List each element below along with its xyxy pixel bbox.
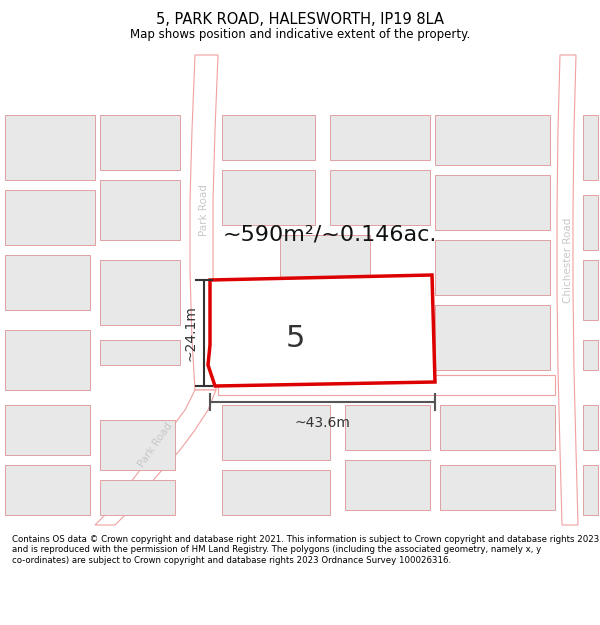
Polygon shape	[435, 175, 550, 230]
Text: Map shows position and indicative extent of the property.: Map shows position and indicative extent…	[130, 28, 470, 41]
Polygon shape	[222, 170, 315, 225]
Polygon shape	[583, 405, 598, 450]
Text: 5: 5	[286, 324, 305, 353]
Text: Contains OS data © Crown copyright and database right 2021. This information is : Contains OS data © Crown copyright and d…	[12, 535, 599, 564]
Polygon shape	[5, 115, 95, 180]
Polygon shape	[345, 460, 430, 510]
Polygon shape	[440, 405, 555, 450]
Text: Park Road: Park Road	[136, 421, 174, 469]
Polygon shape	[583, 195, 598, 250]
Polygon shape	[100, 115, 180, 170]
Polygon shape	[557, 55, 578, 525]
Polygon shape	[100, 420, 175, 470]
Polygon shape	[280, 235, 370, 285]
Polygon shape	[583, 115, 598, 180]
Text: Park Road: Park Road	[199, 184, 209, 236]
Polygon shape	[100, 340, 180, 365]
Polygon shape	[100, 260, 180, 325]
Polygon shape	[435, 115, 550, 165]
Polygon shape	[5, 405, 90, 455]
Text: 5, PARK ROAD, HALESWORTH, IP19 8LA: 5, PARK ROAD, HALESWORTH, IP19 8LA	[156, 12, 444, 28]
Polygon shape	[222, 470, 330, 515]
Polygon shape	[5, 190, 95, 245]
Polygon shape	[435, 305, 550, 370]
Polygon shape	[100, 180, 180, 240]
Polygon shape	[222, 405, 330, 460]
Text: Chichester Road: Chichester Road	[563, 217, 573, 302]
Polygon shape	[440, 465, 555, 510]
Polygon shape	[100, 480, 175, 515]
Polygon shape	[330, 170, 430, 225]
Polygon shape	[345, 405, 430, 450]
Polygon shape	[95, 390, 216, 525]
Polygon shape	[330, 115, 430, 160]
Polygon shape	[280, 295, 370, 360]
Polygon shape	[5, 255, 90, 310]
Text: ~43.6m: ~43.6m	[295, 416, 350, 430]
Polygon shape	[583, 340, 598, 370]
Polygon shape	[435, 240, 550, 295]
Polygon shape	[190, 55, 218, 390]
Text: ~24.1m: ~24.1m	[184, 305, 198, 361]
Polygon shape	[208, 275, 435, 386]
Polygon shape	[5, 465, 90, 515]
Text: ~590m²/~0.146ac.: ~590m²/~0.146ac.	[223, 225, 437, 245]
Polygon shape	[583, 465, 598, 515]
Polygon shape	[222, 115, 315, 160]
Polygon shape	[583, 260, 598, 320]
Polygon shape	[218, 375, 555, 395]
Polygon shape	[5, 330, 90, 390]
